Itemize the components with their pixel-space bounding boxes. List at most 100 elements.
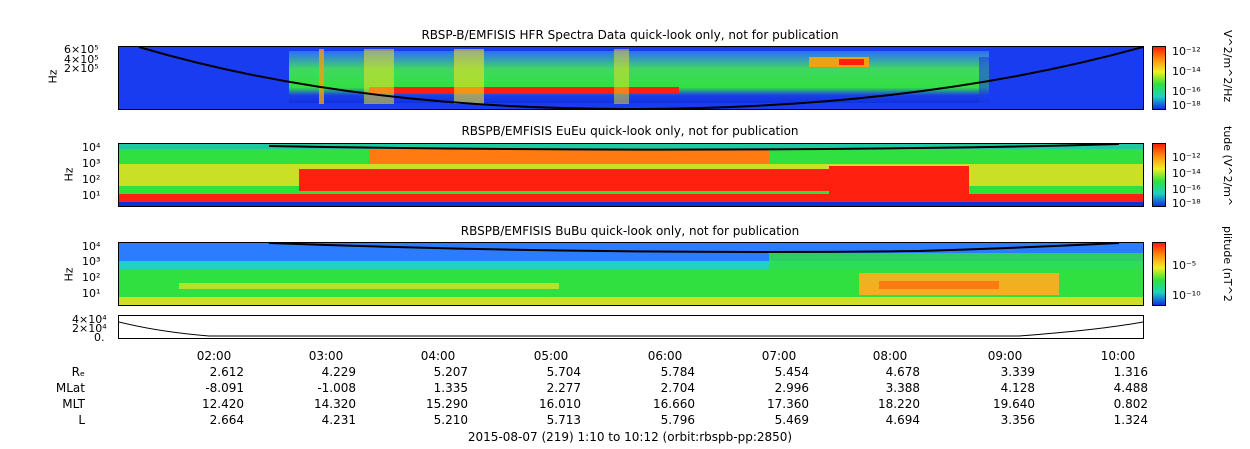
panel2-ylabel: Hz [62,167,76,182]
panel1-ytick: 6×10⁵ [64,43,99,56]
panel1-colorbar [1152,46,1166,110]
ephemeris-value: 2.704 [660,381,695,395]
time-label: 10:00 [1100,349,1136,363]
panel3-cbar-label: plitude (nT^2 [1221,226,1234,302]
ephemeris-value: 5.713 [546,413,581,427]
ephemeris-value: 2.277 [546,381,581,395]
panel1-title: RBSP-B/EMFISIS HFR Spectra Data quick-lo… [421,28,839,42]
panel2-red-region [299,169,829,191]
panel1-red-band [369,87,679,93]
ephemeris-value: 2.612 [209,365,244,379]
ephemeris-value: 18.220 [878,397,920,411]
ephemeris-value: 1.316 [1113,365,1148,379]
ephemeris-label: MLat [55,381,85,395]
ephemeris-value: 16.660 [653,397,695,411]
panel2-ytick: 10² [82,173,101,186]
ephemeris-value: 3.339 [1000,365,1035,379]
small-panel [118,315,1144,339]
panel3-ytick: 10³ [82,255,101,268]
panel2-ytick: 10¹ [82,189,101,202]
small-panel-svg [119,321,1143,337]
panel3-spectrogram [118,242,1144,306]
panel3-svg [119,243,1143,305]
small-panel-curve [119,321,1143,337]
ephemeris-value: 2.664 [209,413,244,427]
ephemeris-value: 14.320 [314,397,356,411]
panel1-ytick: 2×10⁵ [64,62,99,75]
ephemeris-value: -8.091 [205,381,244,395]
ephemeris-value: 12.420 [202,397,244,411]
ephemeris-value: 0.802 [1113,397,1148,411]
time-label: 08:00 [872,349,908,363]
panel3-ytick: 10² [82,271,101,284]
panel3-title: RBSPB/EMFISIS BuBu quick-look only, not … [460,224,800,238]
ephemeris-value: 5.210 [433,413,468,427]
ephemeris-value: 4.128 [1000,381,1035,395]
ephemeris-value: 17.360 [767,397,809,411]
ephemeris-value: 5.454 [774,365,809,379]
panel2-spectrogram [118,143,1144,207]
time-label: 02:00 [196,349,232,363]
small-ytick: 2×10⁴ [72,322,107,335]
ephemeris-value: 1.335 [433,381,468,395]
ephemeris-value: 5.704 [546,365,581,379]
ephemeris-value: 5.784 [660,365,695,379]
panel1-cbar-label: V^2/m^2/Hz [1221,30,1234,103]
time-label: 03:00 [308,349,344,363]
panel3-cbar-tick: 10⁻⁵ [1172,259,1197,272]
time-label: 07:00 [761,349,797,363]
panel2-svg [119,144,1143,206]
small-ytick: 0. [94,331,105,344]
ephemeris-value: -1.008 [317,381,356,395]
panel2-cbar-tick: 10⁻¹⁶ [1172,183,1201,196]
panel1-ytick: 4×10⁵ [64,53,99,66]
ephemeris-label: Rₑ [71,365,85,379]
panel1-svg [119,47,1143,109]
panel1-cbar-tick: 10⁻¹⁸ [1172,99,1201,112]
ephemeris-value: 4.229 [321,365,356,379]
panel2-cbar-tick: 10⁻¹⁸ [1172,197,1201,210]
panel3-curve [268,243,1120,253]
panel1-curve [138,47,1143,109]
panel3-ytick: 10⁴ [82,240,101,253]
ephemeris-value: 5.796 [660,413,695,427]
panel1-cbar-tick: 10⁻¹⁴ [1172,65,1201,78]
panel3-cbar-tick: 10⁻¹⁰ [1172,289,1201,302]
panel2-cbar-tick: 10⁻¹² [1172,151,1201,164]
ephemeris-value: 5.207 [433,365,468,379]
time-label: 04:00 [420,349,456,363]
ephemeris-label: L [78,413,85,427]
ephemeris-value: 16.010 [539,397,581,411]
time-label: 05:00 [533,349,569,363]
panel2-ytick: 10³ [82,157,101,170]
panel2-curve [268,144,1120,151]
footer-caption: 2015-08-07 (219) 1:10 to 10:12 (orbit:rb… [467,430,793,444]
panel3-ytick: 10¹ [82,287,101,300]
panel2-cbar-tick: 10⁻¹⁴ [1172,167,1201,180]
small-ytick: 4×10⁴ [72,313,107,326]
ephemeris-value: 5.469 [774,413,809,427]
time-label: 09:00 [987,349,1023,363]
ephemeris-value: 4.231 [321,413,356,427]
ephemeris-value: 3.356 [1000,413,1035,427]
ephemeris-value: 4.678 [885,365,920,379]
ephemeris-value: 4.488 [1113,381,1148,395]
ephemeris-label: MLT [62,397,85,411]
ephemeris-value: 19.640 [993,397,1035,411]
panel2-colorbar [1152,143,1166,207]
panel3-ylabel: Hz [62,267,76,282]
panel2-ytick: 10⁴ [82,141,101,154]
panel2-title: RBSPB/EMFISIS EuEu quick-look only, not … [461,124,799,138]
panel1-spectrogram [118,46,1144,110]
ephemeris-value: 1.324 [1113,413,1148,427]
ephemeris-value: 3.388 [885,381,920,395]
panel3-colorbar [1152,242,1166,306]
panel1-cbar-tick: 10⁻¹⁶ [1172,85,1201,98]
ephemeris-value: 2.996 [774,381,809,395]
time-label: 06:00 [647,349,683,363]
ephemeris-value: 4.694 [885,413,920,427]
panel1-cbar-tick: 10⁻¹² [1172,45,1201,58]
ephemeris-value: 15.290 [426,397,468,411]
panel1-ylabel: Hz [46,69,60,84]
panel2-cbar-label: tude (V^2/m^ [1221,126,1234,207]
